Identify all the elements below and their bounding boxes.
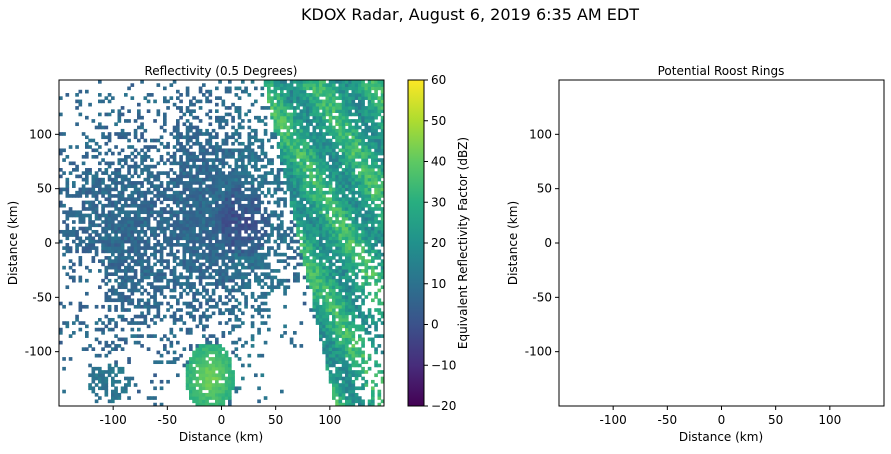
y-tick-label: -50 bbox=[32, 290, 52, 304]
roost-rings-y-ticks: -100 -50 0 50 100 bbox=[525, 127, 559, 358]
roost-rings-title: Potential Roost Rings bbox=[658, 64, 785, 78]
reflectivity-y-ticks: -100 -50 0 50 100 bbox=[25, 127, 59, 358]
y-tick-label: 50 bbox=[537, 182, 552, 196]
colorbar-tick-label: −10 bbox=[431, 358, 456, 372]
colorbar-tick-label: 30 bbox=[431, 195, 446, 209]
reflectivity-title: Reflectivity (0.5 Degrees) bbox=[144, 64, 297, 78]
y-tick-label: 100 bbox=[529, 127, 552, 141]
colorbar-tick-label: −20 bbox=[431, 399, 456, 413]
x-tick-label: 0 bbox=[718, 413, 726, 427]
x-tick-label: -50 bbox=[158, 413, 178, 427]
roost-rings-panel: Potential Roost Rings -100 -50 0 50 100 -100… bbox=[506, 64, 884, 444]
reflectivity-panel: Reflectivity (0.5 Degrees) -100 -50 0 50 100… bbox=[6, 64, 384, 444]
reflectivity-colorbar: −20 −10 0 10 20 30 40 50 60 Equivalent Reflectiv… bbox=[408, 73, 470, 413]
x-tick-label: 100 bbox=[818, 413, 841, 427]
roost-rings-plot-frame bbox=[559, 80, 884, 406]
reflectivity-x-ticks: -100 -50 0 50 100 bbox=[100, 406, 342, 427]
x-tick-label: 50 bbox=[268, 413, 283, 427]
colorbar-tick-label: 20 bbox=[431, 236, 446, 250]
x-tick-label: -50 bbox=[658, 413, 678, 427]
colorbar-tick-label: 10 bbox=[431, 277, 446, 291]
colorbar-label: Equivalent Reflectivity Factor (dBZ) bbox=[456, 137, 470, 349]
colorbar-tick-label: 40 bbox=[431, 155, 446, 169]
x-tick-label: 50 bbox=[768, 413, 783, 427]
colorbar-ticks: −20 −10 0 10 20 30 40 50 60 bbox=[424, 73, 456, 413]
reflectivity-x-axis-label: Distance (km) bbox=[179, 430, 263, 444]
colorbar-gradient bbox=[408, 80, 424, 406]
reflectivity-y-axis-label: Distance (km) bbox=[6, 201, 20, 285]
y-tick-label: -100 bbox=[25, 345, 52, 359]
radar-field bbox=[59, 80, 384, 406]
x-tick-label: -100 bbox=[600, 413, 627, 427]
y-tick-label: 0 bbox=[44, 236, 52, 250]
colorbar-tick-label: 50 bbox=[431, 114, 446, 128]
y-tick-label: 0 bbox=[544, 236, 552, 250]
colorbar-tick-label: 60 bbox=[431, 73, 446, 87]
y-tick-label: -100 bbox=[525, 345, 552, 359]
x-tick-label: 0 bbox=[218, 413, 226, 427]
roost-rings-x-ticks: -100 -50 0 50 100 bbox=[600, 406, 842, 427]
figure-suptitle: KDOX Radar, August 6, 2019 6:35 AM EDT bbox=[301, 5, 639, 24]
y-tick-label: 50 bbox=[37, 182, 52, 196]
x-tick-label: 100 bbox=[318, 413, 341, 427]
x-tick-label: -100 bbox=[100, 413, 127, 427]
colorbar-tick-label: 0 bbox=[431, 318, 439, 332]
y-tick-label: -50 bbox=[532, 290, 552, 304]
y-tick-label: 100 bbox=[29, 127, 52, 141]
roost-rings-y-axis-label: Distance (km) bbox=[506, 201, 520, 285]
roost-rings-x-axis-label: Distance (km) bbox=[679, 430, 763, 444]
